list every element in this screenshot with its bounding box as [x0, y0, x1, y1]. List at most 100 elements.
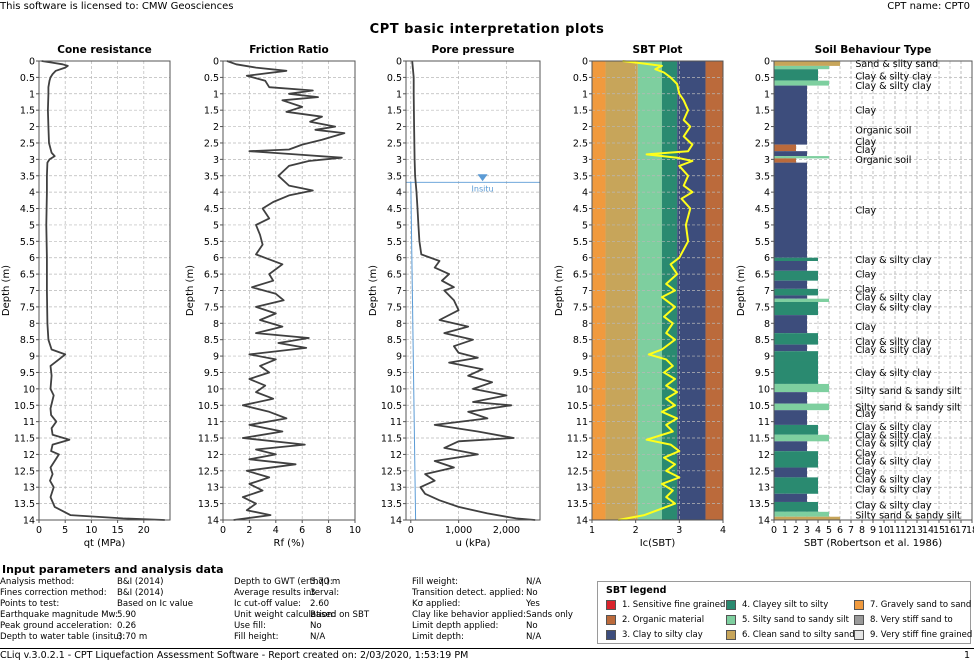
x-tick-label: 3	[676, 525, 682, 536]
x-tick-label: 11	[889, 525, 901, 536]
y-tick-label: 8.5	[204, 335, 219, 346]
y-tick-label: 11.5	[198, 434, 219, 445]
sbt-layer-bar	[774, 298, 829, 302]
legend-label: 2. Organic material	[622, 615, 705, 625]
param-label: Limit depth applied:	[412, 621, 499, 631]
y-tick-label: 10	[207, 384, 219, 395]
y-tick-label: 1	[213, 89, 219, 100]
y-tick-label: 3	[582, 155, 588, 166]
soil-type-label: Clay & silty clay	[855, 302, 931, 313]
y-tick-label: 13.5	[198, 499, 219, 510]
y-tick-label: 12.5	[381, 466, 402, 477]
sbt-layer-bar	[774, 80, 829, 86]
y-tick-label: 0.5	[387, 73, 402, 84]
soil-type-label: Clay & silty clay	[855, 337, 931, 348]
y-tick-label: 2.5	[20, 138, 35, 149]
y-tick-label: 13.5	[381, 499, 402, 510]
sbt-layer-bar	[774, 144, 796, 152]
y-tick-label: 12	[390, 450, 402, 461]
y-tick-label: 8.5	[755, 335, 770, 346]
param-value: N/A	[310, 632, 326, 642]
sbt-layer-bar	[774, 151, 807, 157]
param-row: Fill weight: N/A	[412, 577, 541, 588]
param-row: Fill height: N/A	[234, 632, 339, 643]
y-axis-label: Depth (m)	[185, 265, 196, 316]
y-tick-label: 2.5	[387, 138, 402, 149]
y-tick-label: 10.5	[567, 401, 588, 412]
soil-type-label: Clay	[855, 322, 876, 333]
y-tick-label: 7.5	[387, 302, 402, 313]
soil-type-label: Clay	[855, 106, 876, 117]
y-tick-label: 11	[390, 417, 402, 428]
param-label: Fines correction method:	[0, 588, 107, 598]
cpt-name: CPT name: CPT0	[887, 1, 970, 12]
y-tick-label: 8	[213, 319, 219, 330]
y-axis-label: Depth (m)	[368, 265, 379, 316]
y-tick-label: 11.5	[14, 434, 35, 445]
x-tick-label: 2	[246, 525, 252, 536]
y-axis-label: Depth (m)	[1, 265, 12, 316]
y-tick-label: 10.5	[14, 401, 35, 412]
param-label: Peak ground acceleration:	[0, 621, 113, 631]
legend-swatch	[606, 630, 616, 640]
grid-lines	[38, 60, 170, 521]
y-tick-label: 6.5	[755, 270, 770, 281]
legend-label: 4. Clayey silt to silty	[742, 600, 829, 610]
y-tick-label: 9.5	[573, 368, 588, 379]
soil-type-label: Clay & silty clay	[855, 345, 931, 356]
x-tick-label: 0	[36, 525, 42, 536]
chart-title: Pore pressure	[432, 44, 515, 56]
sbt-layer-bar	[774, 511, 829, 517]
params-column-1: Analysis method: B&I (2014) Fines correcti…	[0, 577, 193, 643]
y-tick-label: 0.5	[204, 73, 219, 84]
x-tick-label: 16	[944, 525, 956, 536]
plots-area: Cone resistance00.511.522.533.544.555.56…	[1, 44, 974, 549]
y-tick-label: 1.5	[755, 106, 770, 117]
y-tick-label: 0	[29, 57, 35, 68]
param-value: 3.70 m	[310, 577, 341, 587]
y-tick-label: 13	[207, 483, 219, 494]
legend-swatch	[726, 630, 736, 640]
params-column-2: Depth to GWT (erthq.): 3.70 m Average resu…	[234, 577, 369, 643]
y-tick-label: 6.5	[573, 270, 588, 281]
sbt-layer-bar	[774, 434, 829, 442]
sbt-layer-bar	[774, 288, 818, 296]
y-tick-label: 6.5	[204, 270, 219, 281]
license-text: This software is licensed to: CMW Geosci…	[0, 1, 234, 12]
sbt-layer-bar	[774, 424, 818, 435]
y-tick-label: 6	[396, 253, 402, 264]
water-table-marker	[477, 174, 488, 182]
footer-divider	[0, 648, 974, 649]
y-tick-label: 10.5	[198, 401, 219, 412]
param-row: Use fill: No	[234, 621, 339, 632]
y-tick-label: 3	[764, 155, 770, 166]
y-tick-label: 1.5	[20, 106, 35, 117]
chart-title: Cone resistance	[57, 44, 152, 56]
y-tick-label: 7	[29, 286, 35, 297]
y-tick-label: 12.5	[198, 466, 219, 477]
y-tick-label: 9.5	[387, 368, 402, 379]
y-tick-label: 12	[576, 450, 588, 461]
y-tick-label: 6	[29, 253, 35, 264]
y-tick-label: 13	[23, 483, 35, 494]
x-tick-label: 10	[85, 525, 97, 536]
y-tick-label: 9	[396, 352, 402, 363]
sbt-layer-bar	[774, 280, 807, 289]
param-value: 0.26	[117, 621, 137, 631]
y-tick-label: 0.5	[20, 73, 35, 84]
legend-label: 5. Silty sand to sandy silt	[742, 615, 849, 625]
y-tick-label: 6.5	[20, 270, 35, 281]
grid-lines	[222, 60, 356, 521]
y-tick-label: 0	[764, 57, 770, 68]
sbt-layer-bar	[774, 260, 807, 271]
x-tick-label: 1	[589, 525, 595, 536]
y-tick-label: 4	[29, 188, 35, 199]
param-label: Depth to water table (insitu):	[0, 632, 126, 642]
legend-swatch	[726, 600, 736, 610]
sbt-layer-bar	[774, 61, 840, 66]
x-tick-label: 7	[848, 525, 854, 536]
x-tick-label: 4	[720, 525, 726, 536]
sbt-layer-bar	[774, 501, 818, 512]
y-tick-label: 11	[23, 417, 35, 428]
param-value: Sands only	[526, 610, 574, 620]
